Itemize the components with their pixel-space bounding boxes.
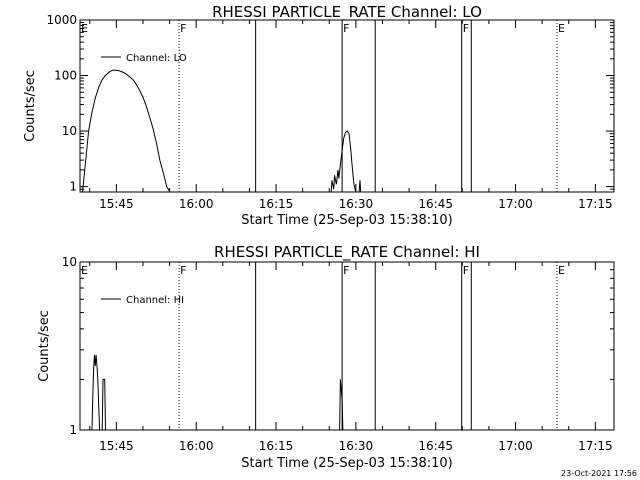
y-tick-label: 1 <box>69 423 77 437</box>
x-tick-label: 17:00 <box>498 197 533 211</box>
x-axis-label: Start Time (25-Sep-03 15:38:10) <box>241 456 452 471</box>
x-tick-label: 16:15 <box>259 197 294 211</box>
plot-frame <box>79 19 615 193</box>
x-tick-label: 16:30 <box>339 197 374 211</box>
series-line <box>358 180 362 193</box>
y-tick-label: 10 <box>62 124 77 138</box>
chart-title: RHESSI PARTICLE_RATE Channel: HI <box>214 243 480 262</box>
x-tick-label: 16:15 <box>259 439 294 453</box>
x-tick-label: 17:15 <box>578 439 613 453</box>
x-tick-label: 17:15 <box>578 197 613 211</box>
event-marker-label: F <box>180 264 186 277</box>
series-line <box>330 130 357 193</box>
series-line <box>82 69 171 193</box>
series-line <box>101 378 106 431</box>
x-tick-label: 15:45 <box>99 197 134 211</box>
y-tick-label: 10 <box>62 255 77 269</box>
y-tick-label: 1000 <box>46 13 77 27</box>
plot-frame <box>79 261 615 431</box>
series-line <box>91 354 101 431</box>
legend-label: Channel: LO <box>126 53 187 64</box>
event-marker-label: E <box>558 22 565 35</box>
event-marker-label: E <box>81 22 88 35</box>
chart-panel-1: RHESSI PARTICLE_RATE Channel: HI Start Ti… <box>37 243 615 471</box>
y-tick-label: 1 <box>69 180 77 194</box>
x-tick-label: 16:00 <box>179 197 214 211</box>
event-marker-label: F <box>463 264 469 277</box>
event-marker-label: F <box>180 22 186 35</box>
x-tick-label: 16:30 <box>339 439 374 453</box>
x-tick-label: 16:45 <box>418 197 453 211</box>
chart-title: RHESSI PARTICLE_RATE Channel: LO <box>212 3 482 22</box>
x-tick-label: 17:00 <box>498 439 533 453</box>
series-line <box>339 379 344 431</box>
y-tick-label: 100 <box>54 69 77 83</box>
legend-label: Channel: HI <box>126 295 184 306</box>
event-marker-label: F <box>343 264 349 277</box>
event-marker-label: E <box>558 264 565 277</box>
event-marker-label: F <box>463 22 469 35</box>
chart-panel-0: RHESSI PARTICLE_RATE Channel: LO Start Ti… <box>23 3 615 228</box>
x-tick-label: 16:45 <box>418 439 453 453</box>
timestamp-label: 23-Oct-2021 17:56 <box>561 469 637 478</box>
y-axis-label: Counts/sec <box>37 310 52 382</box>
x-tick-label: 15:45 <box>99 439 134 453</box>
x-axis-label: Start Time (25-Sep-03 15:38:10) <box>241 213 452 228</box>
x-tick-label: 16:00 <box>179 439 214 453</box>
event-marker-label: F <box>343 22 349 35</box>
event-marker-label: E <box>81 264 88 277</box>
y-axis-label: Counts/sec <box>23 70 38 142</box>
